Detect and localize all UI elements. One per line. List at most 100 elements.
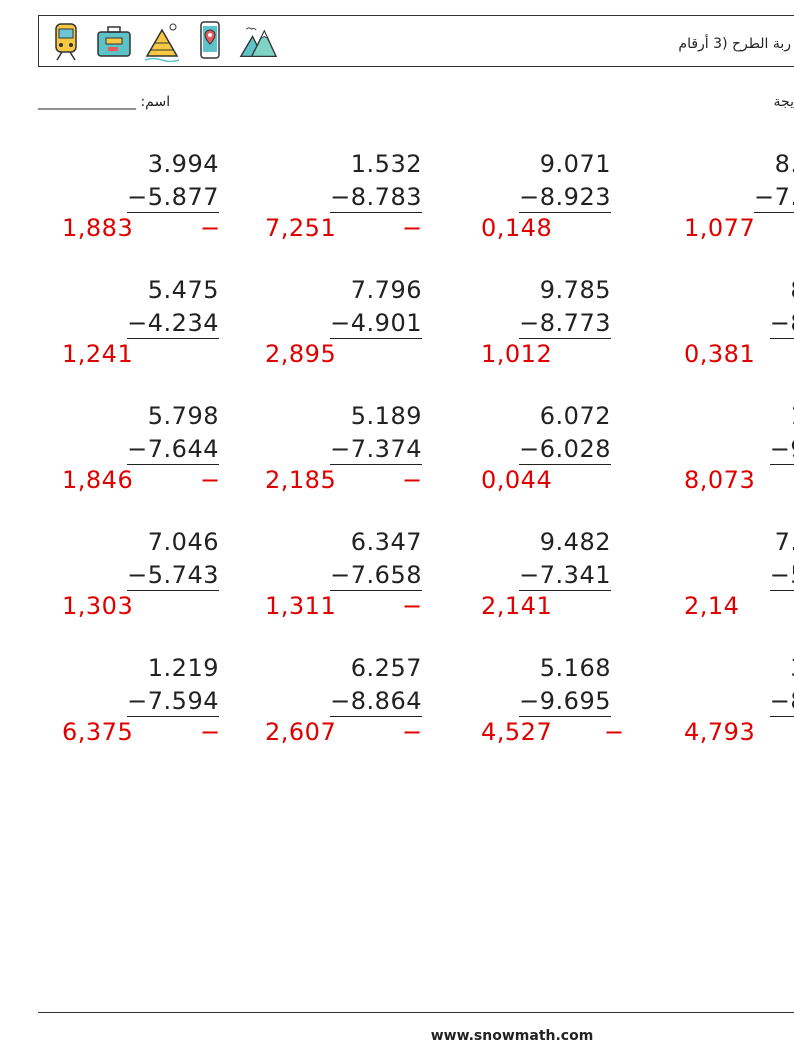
- answer-minus-sign: −: [200, 718, 221, 746]
- subtrahend: −7.341: [519, 561, 611, 591]
- answer: 4,527: [481, 718, 553, 746]
- subtraction-problem: 9.785 −8.773 1,012: [0, 276, 794, 386]
- subtrahend: −8.923: [519, 183, 611, 213]
- answer-minus-sign: −: [402, 718, 423, 746]
- answer: 7,251: [265, 214, 337, 242]
- phone-location-icon: [200, 21, 220, 59]
- subtrahend: −5.877: [127, 183, 219, 213]
- answer: 1,077: [684, 214, 756, 242]
- answer-minus-sign: −: [402, 466, 423, 494]
- subtraction-problem: 6.257 −8.864 2,607 −: [0, 654, 794, 764]
- minuend: 3.2: [790, 654, 794, 682]
- subtraction-problem: 7.046 −5.743 1,303: [0, 528, 794, 638]
- minuend: 5.189: [350, 402, 422, 430]
- subtraction-problem: 6.347 −7.658 1,311 −: [0, 528, 794, 638]
- minuend: 6.072: [539, 402, 611, 430]
- subtrahend: −8.783: [330, 183, 422, 213]
- minuend: 9.785: [539, 276, 611, 304]
- subtraction-problem: 5.798 −7.644 1,846 −: [0, 402, 794, 512]
- minuend: 6.347: [350, 528, 422, 556]
- answer: 1,883: [62, 214, 134, 242]
- minuend: 5.168: [539, 654, 611, 682]
- minuend: 8.80: [774, 150, 794, 178]
- answer: 0,044: [481, 466, 553, 494]
- answer: 0,148: [481, 214, 553, 242]
- subtraction-problem: 1.8 −9.9 8,073: [0, 402, 794, 512]
- subtraction-problem: 7.24 −5.1 2,14: [0, 528, 794, 638]
- minuend: 1.532: [350, 150, 422, 178]
- answer: 4,793: [684, 718, 756, 746]
- subtraction-problem: 1.532 −8.783 7,251 −: [0, 150, 794, 260]
- minuend: 5.798: [147, 402, 219, 430]
- subtraction-problem: 9.071 −8.923 0,148: [0, 150, 794, 260]
- minuend: 6.257: [350, 654, 422, 682]
- subtraction-problem: 3.2 −8.0 4,793: [0, 654, 794, 764]
- subtrahend: −7.594: [127, 687, 219, 717]
- answer: 2,185: [265, 466, 337, 494]
- subtraction-problem: 5.189 −7.374 2,185 −: [0, 402, 794, 512]
- minuend: 9.071: [539, 150, 611, 178]
- minuend: 1.8: [790, 402, 794, 430]
- answer: 6,375: [62, 718, 134, 746]
- answer: 0,381: [684, 340, 756, 368]
- header-icons: [47, 20, 277, 62]
- suitcase-icon: [97, 26, 131, 57]
- subtrahend: −8.773: [519, 309, 611, 339]
- subtrahend: −7.374: [330, 435, 422, 465]
- subtrahend: −4.234: [127, 309, 219, 339]
- answer-minus-sign: −: [604, 718, 625, 746]
- subtrahend: −9.9: [769, 434, 794, 465]
- subtraction-problem: 6.072 −6.028 0,044: [0, 402, 794, 512]
- subtraction-problem: 8.1 −8.5 0,381: [0, 276, 794, 386]
- subtrahend: −8.5: [769, 308, 794, 339]
- subtraction-problem: 9.482 −7.341 2,141: [0, 528, 794, 638]
- answer: 1,303: [62, 592, 134, 620]
- answer-minus-sign: −: [402, 214, 423, 242]
- answer: 8,073: [684, 466, 756, 494]
- subtraction-problem: 3.994 −5.877 1,883 −: [0, 150, 794, 260]
- subtrahend: −8.0: [769, 686, 794, 717]
- minuend: 7.046: [147, 528, 219, 556]
- subtraction-problem: 5.475 −4.234 1,241: [0, 276, 794, 386]
- subtraction-problem: 8.80 −7.721,077: [0, 150, 794, 260]
- answer: 2,141: [481, 592, 553, 620]
- minuend: 5.475: [147, 276, 219, 304]
- subtrahend: −7.72: [753, 182, 794, 213]
- mountain-icon: [239, 27, 277, 58]
- answer-minus-sign: −: [402, 592, 423, 620]
- subtrahend: −7.644: [127, 435, 219, 465]
- answer-minus-sign: −: [200, 466, 221, 494]
- subtraction-problem: 7.796 −4.901 2,895: [0, 276, 794, 386]
- score-label: يجة: [773, 94, 794, 110]
- answer: 1,012: [481, 340, 553, 368]
- subtrahend: −8.864: [330, 687, 422, 717]
- worksheet-title: ربة الطرح (3 أرقام: [678, 36, 791, 52]
- answer: 1,241: [62, 340, 134, 368]
- minuend: 9.482: [539, 528, 611, 556]
- subtraction-problem: 1.219 −7.594 6,375 −: [0, 654, 794, 764]
- minuend: 8.1: [790, 276, 794, 304]
- train-icon: [55, 23, 77, 61]
- subtrahend: −5.1: [769, 560, 794, 591]
- subtrahend: −6.028: [519, 435, 611, 465]
- minuend: 7.796: [350, 276, 422, 304]
- subtrahend: −4.901: [330, 309, 422, 339]
- answer: 1,846: [62, 466, 134, 494]
- footer-website: www.snowmath.com: [430, 1028, 594, 1044]
- subtraction-problem: 5.168 −9.695 4,527 −: [0, 654, 794, 764]
- pyramid-icon: [144, 23, 180, 62]
- subtrahend: −9.695: [519, 687, 611, 717]
- worksheet-header: ربة الطرح (3 أرقام: [38, 15, 794, 67]
- name-field-label: اسم: ______________: [38, 94, 171, 110]
- minuend: 3.994: [147, 150, 219, 178]
- footer-divider: [38, 1012, 794, 1013]
- subtrahend: −7.658: [330, 561, 422, 591]
- minuend: 1.219: [147, 654, 219, 682]
- answer: 1,311: [265, 592, 337, 620]
- answer-minus-sign: −: [200, 214, 221, 242]
- minuend: 7.24: [774, 528, 794, 556]
- answer: 2,607: [265, 718, 337, 746]
- answer: 2,14: [684, 592, 740, 620]
- answer: 2,895: [265, 340, 337, 368]
- subtrahend: −5.743: [127, 561, 219, 591]
